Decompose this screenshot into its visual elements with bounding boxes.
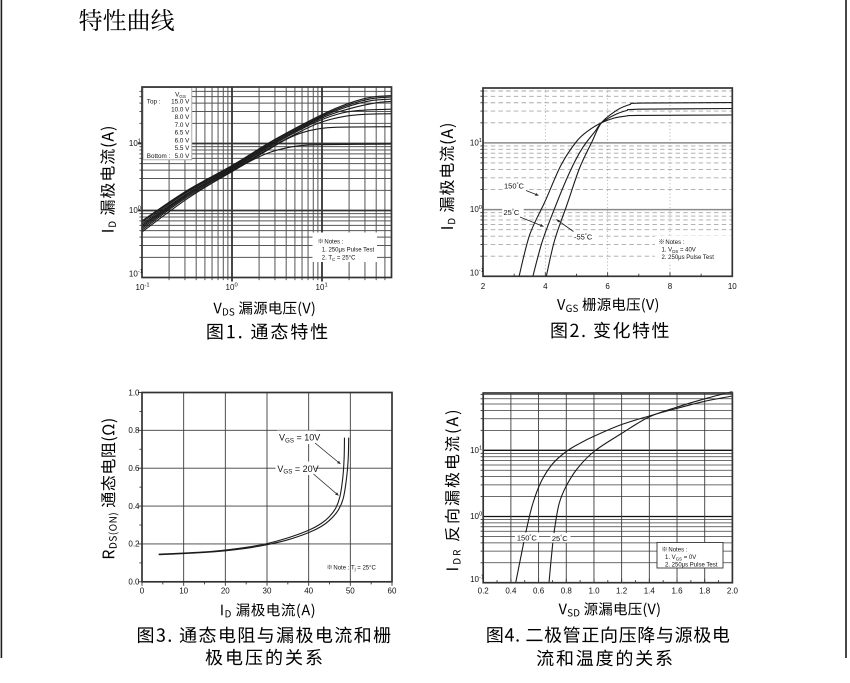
svg-text:VGS: VGS bbox=[175, 92, 186, 99]
svg-text:10: 10 bbox=[470, 575, 479, 584]
svg-text:2. TC = 25°C: 2. TC = 25°C bbox=[322, 256, 356, 262]
svg-text:6: 6 bbox=[605, 282, 610, 291]
svg-text:0: 0 bbox=[479, 512, 482, 518]
svg-text:5.0 V: 5.0 V bbox=[175, 153, 191, 160]
svg-text:1. 250μs Pulse Test: 1. 250μs Pulse Test bbox=[322, 247, 375, 253]
svg-text:30: 30 bbox=[263, 587, 272, 596]
svg-text:7.0 V: 7.0 V bbox=[175, 122, 191, 129]
svg-text:10: 10 bbox=[470, 268, 479, 277]
svg-text:25°C: 25°C bbox=[552, 534, 568, 543]
svg-text:0.0: 0.0 bbox=[128, 578, 140, 587]
svg-text:VGS = 10V: VGS = 10V bbox=[279, 433, 320, 445]
svg-text:10: 10 bbox=[470, 512, 479, 521]
svg-text:8.0 V: 8.0 V bbox=[175, 114, 191, 121]
svg-text:15.0 V: 15.0 V bbox=[171, 99, 190, 106]
svg-text:50: 50 bbox=[346, 587, 355, 596]
svg-text:-1: -1 bbox=[479, 268, 484, 274]
svg-text:Notes :: Notes : bbox=[668, 548, 687, 554]
svg-text:VGS = 20V: VGS = 20V bbox=[277, 464, 318, 476]
svg-text:1. VDS = 40V: 1. VDS = 40V bbox=[662, 248, 696, 254]
svg-text:10: 10 bbox=[226, 283, 235, 292]
svg-text:0.6: 0.6 bbox=[128, 464, 140, 473]
svg-text:-1: -1 bbox=[479, 574, 484, 580]
svg-text:2: 2 bbox=[481, 282, 486, 291]
svg-text:1.6: 1.6 bbox=[671, 587, 683, 596]
svg-text:10: 10 bbox=[470, 139, 479, 148]
svg-text:25°C: 25°C bbox=[504, 208, 520, 217]
svg-text:10: 10 bbox=[136, 283, 145, 292]
svg-text:0.2: 0.2 bbox=[128, 540, 140, 549]
svg-text:10: 10 bbox=[728, 282, 737, 291]
svg-text:1: 1 bbox=[479, 138, 482, 144]
svg-text:4: 4 bbox=[543, 282, 548, 291]
svg-text:10: 10 bbox=[470, 205, 479, 214]
svg-text:0.8: 0.8 bbox=[561, 587, 573, 596]
svg-text:1.4: 1.4 bbox=[644, 587, 656, 596]
svg-text:40: 40 bbox=[304, 587, 313, 596]
svg-text:1. VGS = 0V: 1. VGS = 0V bbox=[665, 555, 696, 561]
svg-text:150°C: 150°C bbox=[504, 182, 525, 191]
svg-text:0.8: 0.8 bbox=[128, 426, 140, 435]
svg-text:Notes :: Notes : bbox=[324, 239, 343, 245]
svg-text:-1: -1 bbox=[145, 283, 150, 289]
svg-text:6.0 V: 6.0 V bbox=[175, 137, 191, 144]
svg-text:-1: -1 bbox=[138, 269, 143, 275]
svg-text:10: 10 bbox=[129, 206, 138, 215]
svg-text:0: 0 bbox=[235, 283, 238, 289]
svg-text:Top :: Top : bbox=[147, 99, 161, 106]
svg-text:0.4: 0.4 bbox=[128, 502, 140, 511]
svg-text:1.2: 1.2 bbox=[616, 587, 628, 596]
svg-text:0: 0 bbox=[479, 205, 482, 211]
svg-text:Bottom :: Bottom : bbox=[147, 153, 171, 160]
svg-text:2.0: 2.0 bbox=[727, 587, 739, 596]
svg-text:20: 20 bbox=[221, 587, 230, 596]
svg-text:5.5 V: 5.5 V bbox=[175, 145, 191, 152]
svg-text:1.0: 1.0 bbox=[588, 587, 600, 596]
svg-text:10: 10 bbox=[316, 283, 325, 292]
svg-text:0.2: 0.2 bbox=[478, 587, 490, 596]
svg-text:60: 60 bbox=[388, 587, 397, 596]
svg-text:10.0 V: 10.0 V bbox=[171, 106, 190, 113]
svg-text:10: 10 bbox=[129, 139, 138, 148]
svg-text:6.5 V: 6.5 V bbox=[175, 130, 191, 137]
svg-text:10: 10 bbox=[179, 587, 188, 596]
svg-text:-55°C: -55°C bbox=[574, 233, 593, 242]
svg-text:1: 1 bbox=[138, 139, 141, 145]
svg-text:1.8: 1.8 bbox=[699, 587, 711, 596]
svg-text:2. 250μs Pulse Test: 2. 250μs Pulse Test bbox=[665, 562, 718, 568]
svg-text:1: 1 bbox=[325, 283, 328, 289]
svg-text:2. 250μs Pulse Test: 2. 250μs Pulse Test bbox=[662, 255, 715, 261]
svg-text:8: 8 bbox=[668, 282, 673, 291]
svg-text:1.0: 1.0 bbox=[128, 388, 140, 397]
svg-text:1: 1 bbox=[479, 446, 482, 452]
svg-text:Notes :: Notes : bbox=[665, 240, 684, 246]
svg-text:0.4: 0.4 bbox=[505, 587, 517, 596]
svg-text:0.6: 0.6 bbox=[533, 587, 545, 596]
svg-text:10: 10 bbox=[470, 446, 479, 455]
svg-text:0: 0 bbox=[138, 206, 141, 212]
svg-text:Note : Tj = 25°C: Note : Tj = 25°C bbox=[333, 565, 376, 571]
svg-text:0: 0 bbox=[140, 587, 145, 596]
svg-text:10: 10 bbox=[129, 270, 138, 279]
svg-text:150°C: 150°C bbox=[517, 533, 538, 542]
